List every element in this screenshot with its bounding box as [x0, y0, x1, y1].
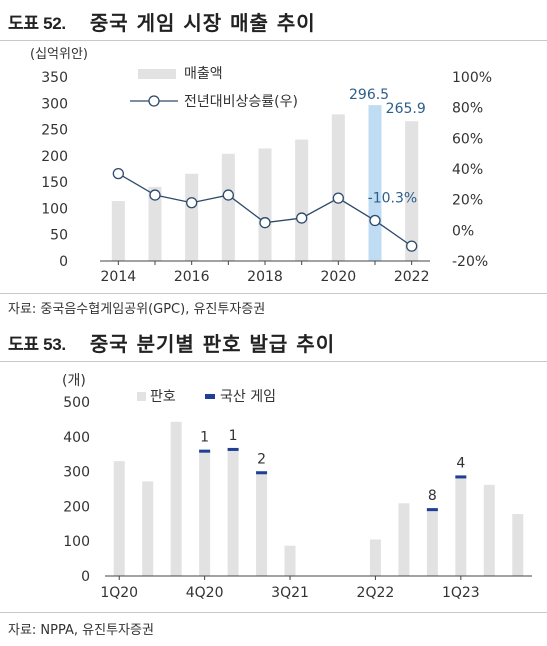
chart2-x-tick: 4Q20 — [186, 585, 224, 601]
chart2-bar — [227, 447, 239, 576]
chart1-bar — [295, 139, 309, 261]
license-chart: (개) 0 100 200 300 400 500 1Q20 4Q20 3Q21 2Q22 1Q23 1… — [62, 373, 532, 601]
chart1-y2-tick: 80% — [452, 101, 483, 117]
fig53-source-divider — [0, 612, 547, 613]
fig52-number: 도표 52. — [8, 13, 66, 33]
chart1-growth-point — [186, 197, 198, 209]
chart2-y-tick: 200 — [63, 499, 90, 515]
chart1-x-tick: 2016 — [174, 269, 210, 285]
chart1-y-tick: 250 — [41, 123, 68, 139]
chart2-y-tick: 0 — [81, 569, 90, 585]
chart1-annotation-2021: 296.5 — [349, 87, 389, 103]
chart2-domestic-mark — [426, 508, 438, 512]
chart2-domestic-mark — [199, 449, 211, 453]
chart2-legend-domestic-label: 국산 게임 — [220, 389, 276, 405]
chart1-y-tick: 0 — [59, 254, 68, 270]
chart2-legend-total-label: 판호 — [150, 389, 176, 405]
fig52-source: 자료: 중국음수협게임공위(GPC), 유진투자증권 — [8, 302, 266, 317]
chart1-growth-point — [222, 189, 234, 201]
chart2-y-tick: 400 — [63, 430, 90, 446]
chart1-y2-tick: -20% — [452, 254, 488, 270]
fig53-title: 중국 분기별 판호 발급 추이 — [89, 331, 336, 356]
chart1-bar — [368, 105, 382, 261]
chart1-legend-line-marker — [148, 95, 160, 107]
chart2-y-tick: 500 — [63, 395, 90, 411]
fig53-number: 도표 53. — [8, 334, 66, 354]
chart2-bar — [256, 471, 268, 576]
chart1-legend-line-label: 전년대비상승률(우) — [184, 94, 298, 110]
chart1-bar — [185, 173, 199, 261]
chart2-bar — [170, 421, 182, 576]
chart1-growth-point — [369, 214, 381, 227]
fig52-divider — [0, 40, 547, 41]
chart1-growth-point — [406, 240, 418, 252]
chart1-y-tick: 50 — [50, 228, 68, 244]
chart1-annotation-growth: -10.3% — [368, 191, 418, 207]
chart1-bar — [221, 153, 235, 261]
chart1-bar — [331, 114, 345, 261]
chart2-x-tick: 1Q23 — [442, 585, 480, 601]
chart1-x-tick: 2020 — [321, 269, 357, 285]
chart2-domestic-mark — [227, 447, 239, 451]
chart2-legend-total-swatch — [137, 392, 146, 401]
chart1-y-tick: 300 — [41, 96, 68, 112]
revenue-chart: (십억위안) 0 50 100 150 200 250 300 350 -20% 0% 20% 40% 6… — [30, 47, 492, 285]
chart2-bar — [199, 449, 211, 576]
fig53-divider — [0, 361, 547, 362]
chart1-annotation-2022: 265.9 — [386, 101, 426, 117]
chart2-y-tick: 300 — [63, 465, 90, 481]
chart2-x-tick: 3Q21 — [271, 585, 309, 601]
chart1-y-tick: 350 — [41, 70, 68, 86]
chart1-y2-tick: 40% — [452, 162, 483, 178]
chart2-data-label: 1 — [200, 430, 209, 446]
chart2-domestic-mark — [455, 475, 467, 479]
chart1-growth-point — [296, 212, 308, 224]
chart1-y-tick: 150 — [41, 175, 68, 191]
chart1-y2-tick: 0% — [452, 223, 474, 239]
chart2-bar — [455, 475, 467, 576]
chart2-bar — [113, 461, 125, 576]
chart2-data-label: 2 — [257, 451, 266, 467]
chart1-y-tick: 200 — [41, 149, 68, 165]
chart1-growth-point — [112, 167, 124, 180]
chart1-y2-tick: 60% — [452, 131, 483, 147]
chart2-data-label: 4 — [456, 455, 465, 471]
chart2-bar — [398, 503, 410, 576]
fig52-title: 중국 게임 시장 매출 추이 — [89, 10, 316, 35]
chart2-bar — [369, 539, 381, 576]
chart1-growth-point — [332, 192, 344, 204]
chart1-bar — [148, 186, 162, 261]
chart2-y-tick: 100 — [63, 534, 90, 550]
fig52-source-divider — [0, 293, 547, 294]
fig53-header: 도표 53. 중국 분기별 판호 발급 추이 — [0, 325, 547, 359]
chart2-x-tick: 2Q22 — [357, 585, 395, 601]
chart1-x-tick: 2022 — [394, 269, 430, 285]
chart1-y2-tick: 20% — [452, 193, 483, 209]
chart2-bar — [284, 545, 296, 576]
chart2-bar — [512, 514, 524, 576]
chart2-bar — [483, 484, 495, 576]
chart1-bar — [111, 201, 125, 261]
chart2-x-tick: 1Q20 — [100, 585, 138, 601]
chart1-x-tick: 2014 — [101, 269, 137, 285]
chart2-data-label: 1 — [229, 428, 238, 444]
chart1-legend-bar-label: 매출액 — [184, 66, 223, 82]
chart2-legend-domestic-swatch — [205, 394, 215, 399]
chart1-growth-point — [259, 217, 271, 229]
chart1-y-tick: 100 — [41, 201, 68, 217]
chart1-bar — [258, 148, 272, 261]
chart2-domestic-mark — [256, 471, 268, 475]
chart1-y2-tick: 100% — [452, 70, 492, 86]
chart1-x-tick: 2018 — [247, 269, 283, 285]
chart1-growth-point — [149, 189, 161, 201]
fig52-header: 도표 52. 중국 게임 시장 매출 추이 — [0, 4, 547, 38]
chart1-unit-label: (십억위안) — [30, 47, 88, 62]
chart2-data-label: 8 — [428, 488, 437, 504]
chart1-legend-bar-swatch — [138, 69, 176, 79]
chart1-bar — [405, 121, 419, 261]
fig53-source: 자료: NPPA, 유진투자증권 — [8, 623, 154, 638]
chart2-unit-label: (개) — [62, 373, 86, 389]
chart2-bar — [426, 508, 438, 576]
chart2-bar — [142, 481, 154, 576]
